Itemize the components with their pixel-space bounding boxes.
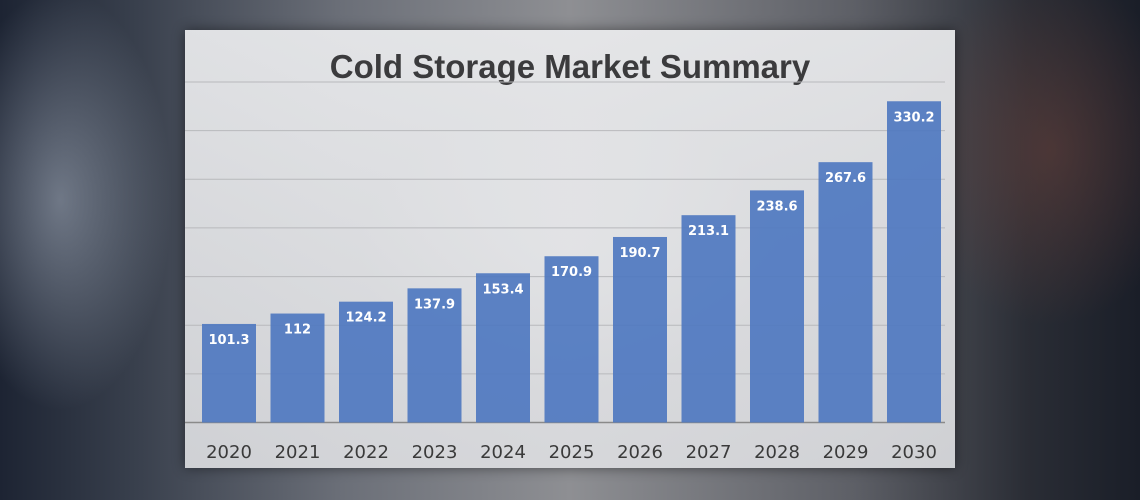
data-label: 190.7 <box>619 246 660 261</box>
x-tick-label: 2027 <box>686 442 732 463</box>
data-label: 170.9 <box>551 265 592 280</box>
data-label: 137.9 <box>414 297 455 312</box>
bar-2020 <box>202 323 256 423</box>
data-label: 153.4 <box>482 282 523 297</box>
x-tick-label: 2022 <box>343 442 389 463</box>
x-tick-label: 2028 <box>754 442 800 463</box>
x-tick-label: 2029 <box>823 442 869 463</box>
data-label: 213.1 <box>688 224 729 239</box>
bar-2028 <box>750 190 804 423</box>
bar-chart: 101.3 2020 112 2021 124.2 2022 137.9 2023 153.4 2… <box>185 81 945 463</box>
data-label: 267.6 <box>825 171 866 186</box>
x-tick-label: 2025 <box>549 442 595 463</box>
x-tick-label: 2021 <box>275 442 321 463</box>
bar-2029 <box>818 162 873 423</box>
data-label: 112 <box>284 323 311 338</box>
x-tick-label: 2026 <box>617 442 663 463</box>
data-label: 101.3 <box>208 333 249 348</box>
x-tick-label: 2023 <box>412 442 458 463</box>
x-tick-label: 2020 <box>206 442 252 463</box>
bar-2030 <box>887 101 941 423</box>
data-label: 124.2 <box>345 311 386 326</box>
bar-2024 <box>476 273 530 423</box>
bar-2027 <box>681 215 736 423</box>
x-tick-label: 2024 <box>480 442 526 463</box>
x-tick-label: 2030 <box>891 442 937 463</box>
bar-2026 <box>613 236 667 423</box>
data-label: 238.6 <box>756 199 797 214</box>
bar-2023 <box>407 288 462 423</box>
bar-2025 <box>544 256 599 423</box>
data-label: 330.2 <box>893 110 934 125</box>
bar-2022 <box>339 301 393 423</box>
chart-panel: Cold Storage Market Summary 101.3 2020 112… <box>185 30 955 468</box>
bar-2021 <box>270 313 325 423</box>
chart-title: Cold Storage Market Summary <box>329 48 811 85</box>
